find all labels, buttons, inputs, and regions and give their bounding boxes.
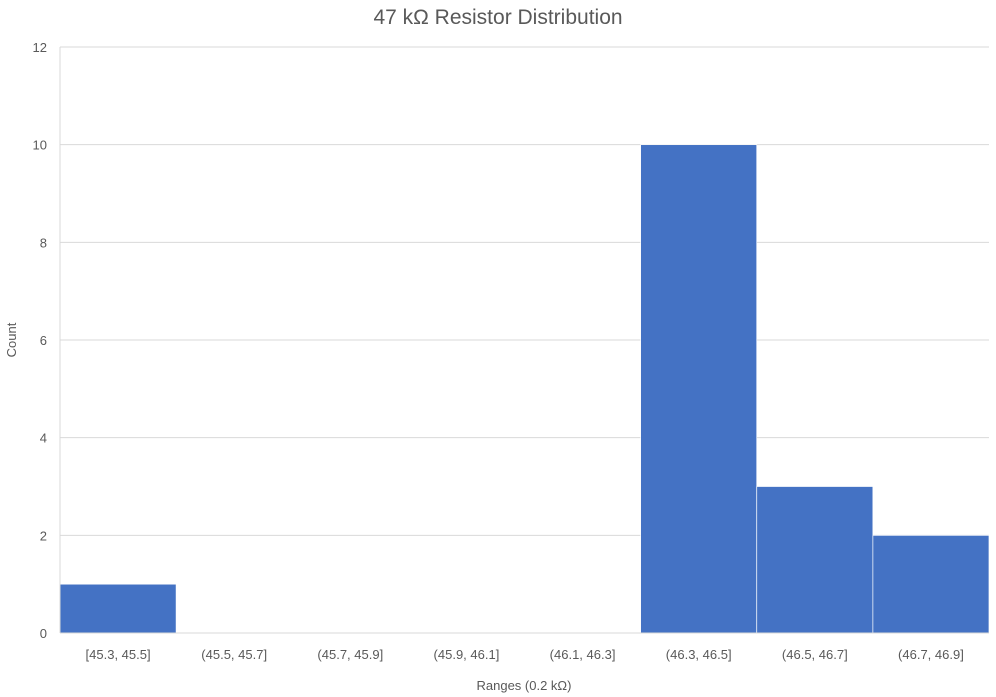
x-tick-label: [45.3, 45.5] xyxy=(86,647,151,662)
x-tick-label: (45.7, 45.9] xyxy=(317,647,383,662)
bar xyxy=(872,534,990,634)
x-tick-label: (45.5, 45.7] xyxy=(201,647,267,662)
y-tick-label: 12 xyxy=(33,40,47,55)
y-axis-title: Count xyxy=(4,322,19,357)
x-tick-label: (46.5, 46.7] xyxy=(782,647,848,662)
bars xyxy=(59,144,990,634)
y-tick-label: 4 xyxy=(40,431,47,446)
gridlines xyxy=(60,46,989,536)
bar xyxy=(756,486,874,634)
x-tick-label: (46.3, 46.5] xyxy=(666,647,732,662)
y-tick-label: 0 xyxy=(40,626,47,641)
x-axis-title: Ranges (0.2 kΩ) xyxy=(477,678,572,693)
x-tick-label: (46.7, 46.9] xyxy=(898,647,964,662)
x-axis-ticks: [45.3, 45.5] (45.5, 45.7] (45.7, 45.9] (45.… xyxy=(86,647,964,662)
y-tick-label: 8 xyxy=(40,235,47,250)
chart-title: 47 kΩ Resistor Distribution xyxy=(373,6,622,29)
y-tick-label: 2 xyxy=(40,528,47,543)
bar xyxy=(640,144,758,634)
bar xyxy=(59,583,177,634)
y-tick-label: 6 xyxy=(40,333,47,348)
x-tick-label: (45.9, 46.1] xyxy=(434,647,500,662)
x-tick-label: (46.1, 46.3] xyxy=(550,647,616,662)
y-tick-label: 10 xyxy=(33,138,47,153)
y-axis-ticks: 0 2 4 6 8 10 12 xyxy=(33,40,47,641)
